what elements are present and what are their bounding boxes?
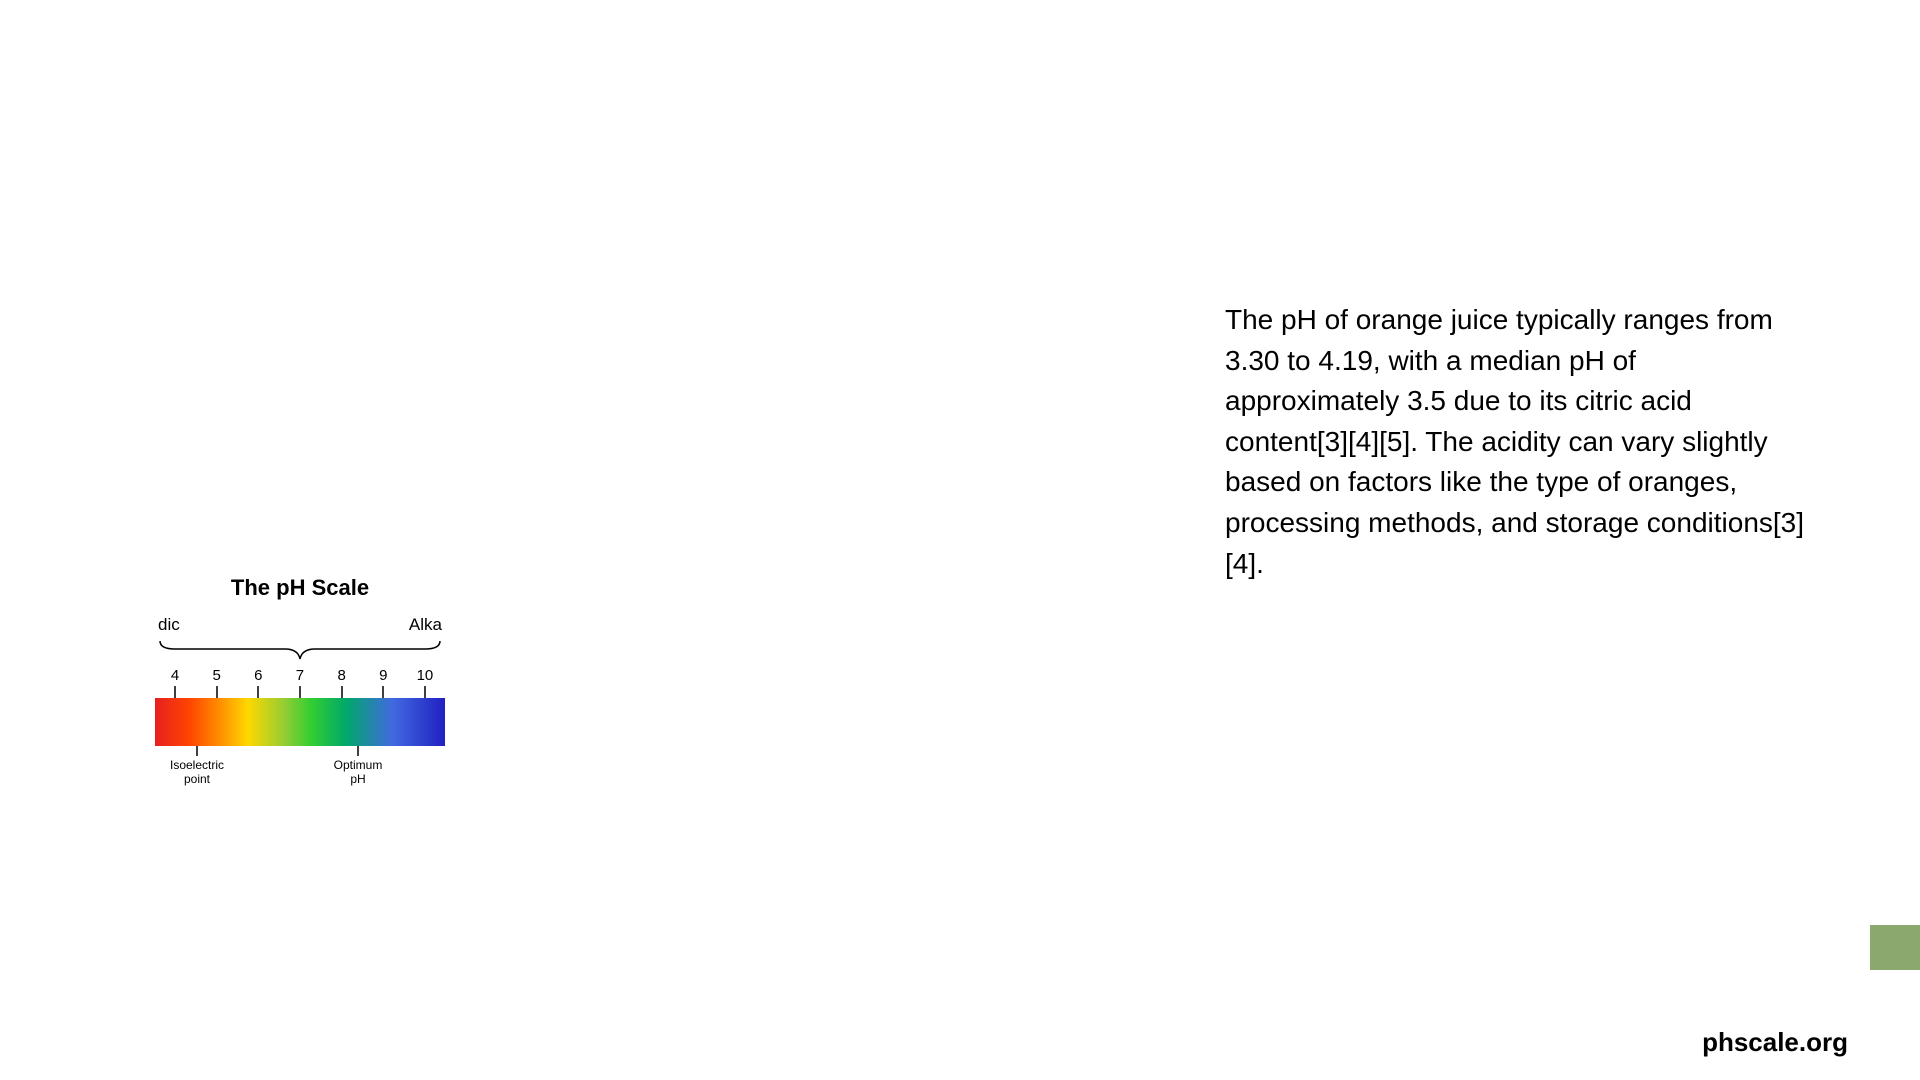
site-name: phscale.org: [1702, 1027, 1848, 1058]
optimum-ph-label: Optimum pH: [323, 758, 393, 786]
optimum-text-2: pH: [323, 772, 393, 786]
body-paragraph: The pH of orange juice typically ranges …: [1225, 300, 1805, 584]
tick-10: 10: [415, 667, 435, 684]
isoelectric-text-2: point: [157, 772, 237, 786]
bracket-curve: [155, 637, 445, 661]
ph-scale-diagram: The pH Scale dic Alka 4 5 6 7 8 9 10 Iso…: [155, 575, 445, 788]
alkaline-label: Alka: [409, 615, 442, 635]
bottom-tick-marks: [155, 746, 445, 758]
isoelectric-text-1: Isoelectric: [157, 758, 237, 772]
ph-gradient-bar: [155, 698, 445, 746]
ph-tick-numbers: 4 5 6 7 8 9 10: [155, 667, 445, 684]
side-accent-tab: [1870, 925, 1920, 970]
bottom-labels: Isoelectric point Optimum pH: [155, 758, 445, 788]
isoelectric-point-label: Isoelectric point: [157, 758, 237, 786]
tick-9: 9: [373, 667, 393, 684]
tick-8: 8: [332, 667, 352, 684]
ph-scale-title: The pH Scale: [155, 575, 445, 601]
acidic-label: dic: [158, 615, 180, 635]
tick-5: 5: [207, 667, 227, 684]
optimum-text-1: Optimum: [323, 758, 393, 772]
tick-7: 7: [290, 667, 310, 684]
top-tick-marks: [155, 684, 445, 698]
tick-6: 6: [248, 667, 268, 684]
ph-scale-end-labels: dic Alka: [155, 615, 445, 635]
tick-4: 4: [165, 667, 185, 684]
